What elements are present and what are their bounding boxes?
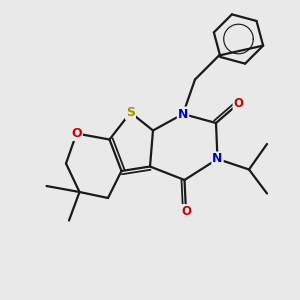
Text: O: O bbox=[233, 97, 244, 110]
Text: N: N bbox=[212, 152, 223, 166]
Text: N: N bbox=[178, 107, 188, 121]
Text: O: O bbox=[71, 127, 82, 140]
Text: S: S bbox=[126, 106, 135, 119]
Text: O: O bbox=[181, 205, 191, 218]
